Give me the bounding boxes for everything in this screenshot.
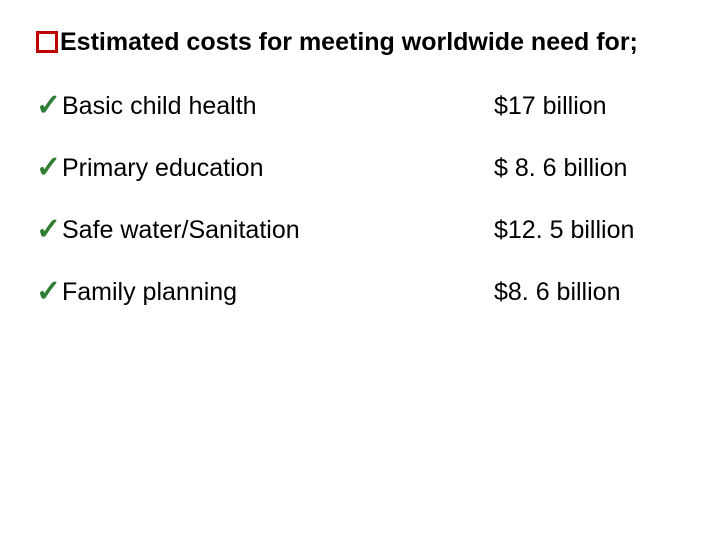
list-item: ✓ Family planning $8. 6 billion (36, 279, 684, 307)
item-label: Basic child health (62, 93, 494, 121)
list-item: ✓ Basic child health $17 billion (36, 93, 684, 121)
square-bullet-icon (36, 31, 58, 53)
check-icon: ✓ (36, 277, 62, 307)
item-value: $ 8. 6 billion (494, 155, 684, 183)
item-label: Family planning (62, 279, 494, 307)
list-item: ✓ Primary education $ 8. 6 billion (36, 155, 684, 183)
item-label: Safe water/Sanitation (62, 217, 494, 245)
item-value: $8. 6 billion (494, 279, 684, 307)
check-icon: ✓ (36, 215, 62, 245)
header-row: Estimated costs for meeting worldwide ne… (36, 28, 684, 57)
item-label: Primary education (62, 155, 494, 183)
check-icon: ✓ (36, 91, 62, 121)
item-value: $17 billion (494, 93, 684, 121)
item-value: $12. 5 billion (494, 217, 684, 245)
header-text: Estimated costs for meeting worldwide ne… (60, 28, 638, 57)
list-item: ✓ Safe water/Sanitation $12. 5 billion (36, 217, 684, 245)
slide: Estimated costs for meeting worldwide ne… (0, 0, 720, 540)
check-icon: ✓ (36, 153, 62, 183)
